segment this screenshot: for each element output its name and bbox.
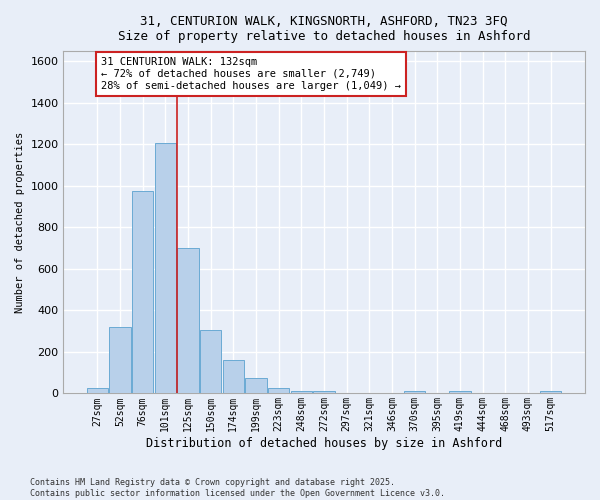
Text: Contains HM Land Registry data © Crown copyright and database right 2025.
Contai: Contains HM Land Registry data © Crown c… — [30, 478, 445, 498]
Bar — [223, 360, 244, 394]
Bar — [540, 392, 561, 394]
Bar — [109, 327, 131, 394]
Bar — [404, 392, 425, 394]
Bar — [449, 392, 470, 394]
Bar — [86, 388, 108, 394]
Y-axis label: Number of detached properties: Number of detached properties — [15, 132, 25, 313]
Bar — [313, 392, 335, 394]
Bar — [245, 378, 267, 394]
Bar — [132, 191, 154, 394]
Bar — [177, 248, 199, 394]
Bar — [290, 391, 312, 394]
Title: 31, CENTURION WALK, KINGSNORTH, ASHFORD, TN23 3FQ
Size of property relative to d: 31, CENTURION WALK, KINGSNORTH, ASHFORD,… — [118, 15, 530, 43]
Text: 31 CENTURION WALK: 132sqm
← 72% of detached houses are smaller (2,749)
28% of se: 31 CENTURION WALK: 132sqm ← 72% of detac… — [101, 58, 401, 90]
Bar — [155, 144, 176, 394]
Bar — [200, 330, 221, 394]
Bar — [268, 388, 289, 394]
X-axis label: Distribution of detached houses by size in Ashford: Distribution of detached houses by size … — [146, 437, 502, 450]
